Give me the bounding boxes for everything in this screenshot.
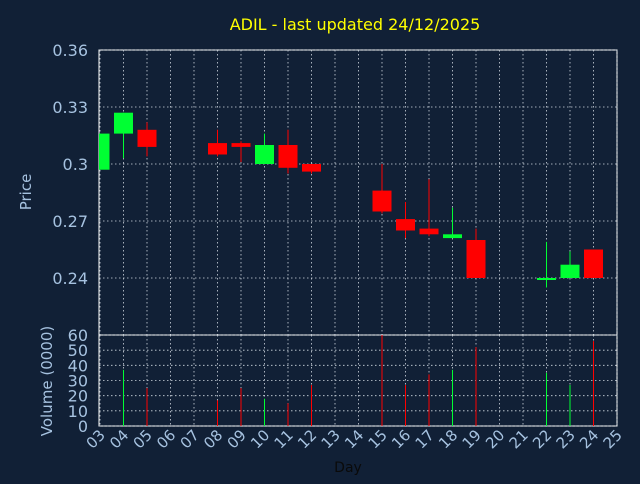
- x-tick-label: 08: [200, 426, 226, 452]
- x-tick-label: 04: [106, 426, 132, 452]
- candle-body: [302, 164, 321, 172]
- volume-tick-label: 50: [68, 341, 88, 360]
- price-tick-label: 0.27: [52, 212, 88, 231]
- candle-body: [372, 190, 392, 212]
- x-tick-label: 10: [247, 426, 273, 452]
- x-tick-label: 23: [553, 426, 579, 452]
- x-tick-label: 24: [576, 426, 602, 452]
- volume-tick-label: 20: [68, 387, 88, 406]
- x-tick-label: 11: [271, 426, 297, 452]
- volume-plot-area: [98, 334, 618, 427]
- x-tick-label: 06: [153, 426, 179, 452]
- x-axis-label: Day: [334, 460, 362, 476]
- candle-body: [255, 145, 274, 164]
- price-tick-label: 0.33: [52, 98, 88, 117]
- x-tick-label: 22: [529, 426, 555, 452]
- chart-title: ADIL - last updated 24/12/2025: [230, 15, 481, 34]
- candle-body: [419, 228, 439, 235]
- candle-body: [137, 129, 157, 147]
- candle-body: [584, 249, 603, 278]
- price-panel: 0.24 0.27 0.3 0.33 0.36: [52, 41, 618, 336]
- x-tick-label: 15: [365, 426, 391, 452]
- price-axis-label: Price: [17, 174, 35, 211]
- x-tick-label: 25: [600, 426, 626, 452]
- x-tick-label: 07: [177, 426, 203, 452]
- x-tick-label: 17: [412, 426, 438, 452]
- volume-tick-label: 10: [68, 402, 88, 421]
- candle-body: [560, 264, 580, 278]
- volume-tick-label: 0: [78, 417, 88, 436]
- x-tick-label: 19: [459, 426, 485, 452]
- volume-panel: 0102030405060030405060708091011121314151…: [68, 326, 626, 452]
- x-tick-label: 14: [341, 426, 367, 452]
- candle-body: [396, 219, 415, 231]
- candle-body: [231, 143, 251, 147]
- candle-body: [443, 234, 462, 239]
- x-tick-label: 13: [318, 426, 344, 452]
- x-tick-label: 21: [506, 426, 532, 452]
- x-tick-label: 16: [388, 426, 414, 452]
- volume-tick-label: 60: [68, 326, 88, 345]
- volume-tick-label: 30: [68, 372, 88, 391]
- x-tick-label: 09: [224, 426, 250, 452]
- candle-body: [99, 133, 110, 170]
- candle-body: [278, 145, 298, 168]
- x-tick-label: 12: [294, 426, 320, 452]
- candle-body: [537, 278, 556, 280]
- candle-body: [466, 240, 486, 278]
- price-tick-label: 0.24: [52, 269, 88, 288]
- price-tick-label: 0.3: [63, 155, 88, 174]
- volume-tick-label: 40: [68, 356, 88, 375]
- x-tick-label: 05: [130, 426, 156, 452]
- price-plot-area: [98, 49, 618, 336]
- price-tick-label: 0.36: [52, 41, 88, 60]
- x-tick-label: 18: [435, 426, 461, 452]
- candle-body: [114, 112, 133, 134]
- x-tick-label: 20: [482, 426, 508, 452]
- volume-axis-label: Volume (0000): [38, 326, 56, 436]
- candle-body: [208, 143, 227, 155]
